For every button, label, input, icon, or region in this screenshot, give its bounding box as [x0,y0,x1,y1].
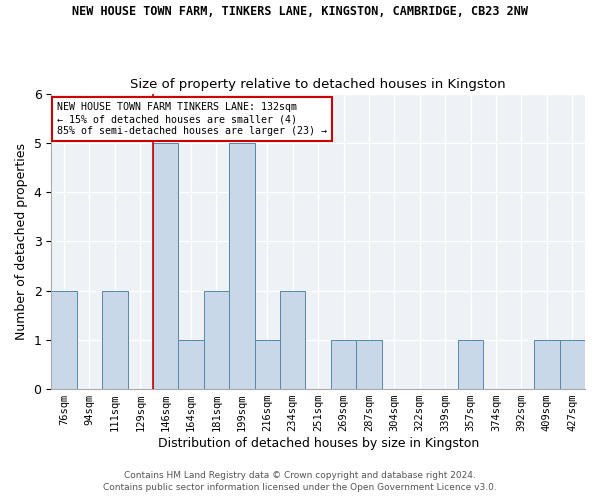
Bar [204,290,229,389]
Text: NEW HOUSE TOWN FARM TINKERS LANE: 132sqm
← 15% of detached houses are smaller (4: NEW HOUSE TOWN FARM TINKERS LANE: 132sqm… [56,102,326,136]
Bar [331,340,356,389]
Title: Size of property relative to detached houses in Kingston: Size of property relative to detached ho… [130,78,506,91]
Bar [178,340,204,389]
Text: NEW HOUSE TOWN FARM, TINKERS LANE, KINGSTON, CAMBRIDGE, CB23 2NW: NEW HOUSE TOWN FARM, TINKERS LANE, KINGS… [72,5,528,18]
Bar [356,340,382,389]
Bar [229,143,254,389]
Bar [153,143,178,389]
Bar [280,290,305,389]
Bar [458,340,484,389]
Bar [254,340,280,389]
Bar [534,340,560,389]
Bar [560,340,585,389]
Bar [102,290,128,389]
Y-axis label: Number of detached properties: Number of detached properties [15,143,28,340]
Text: Contains HM Land Registry data © Crown copyright and database right 2024.
Contai: Contains HM Land Registry data © Crown c… [103,471,497,492]
X-axis label: Distribution of detached houses by size in Kingston: Distribution of detached houses by size … [158,437,479,450]
Bar [51,290,77,389]
